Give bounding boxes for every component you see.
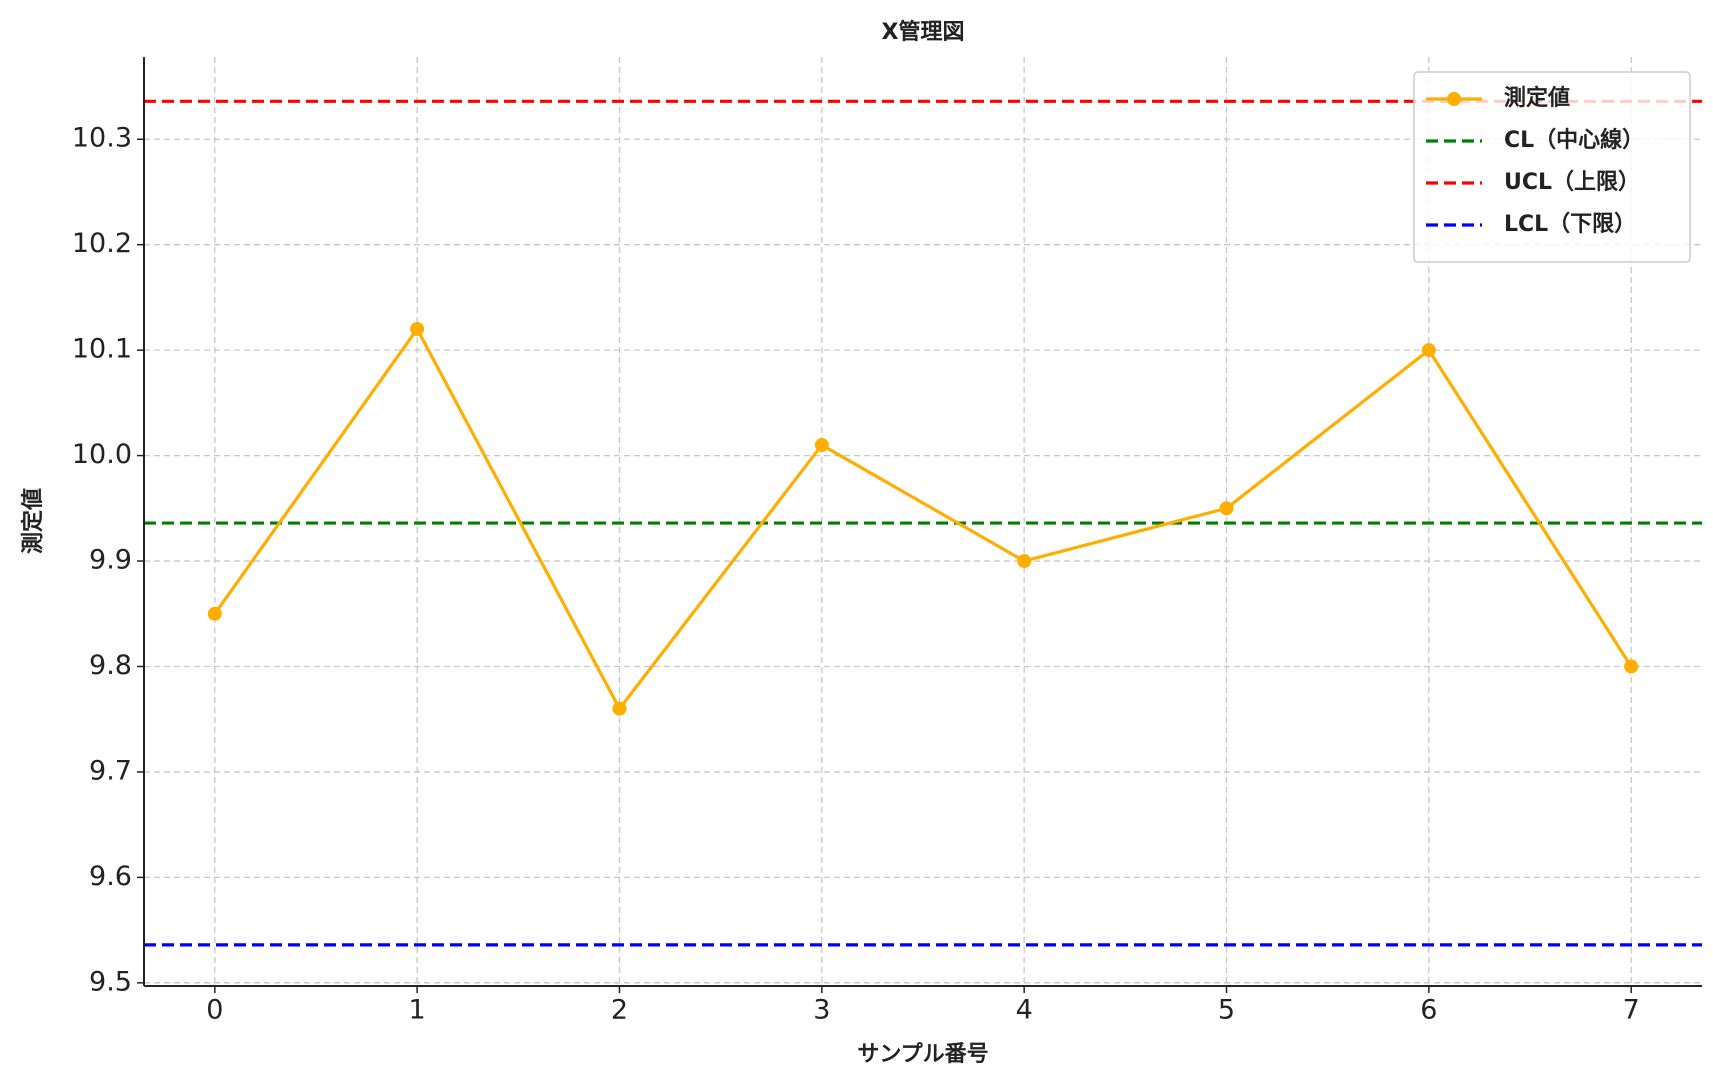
data-point [1219,501,1234,516]
data-point [1624,659,1639,674]
x-tick-label: 3 [813,995,830,1026]
legend-label: UCL（上限） [1504,170,1640,195]
y-tick-label: 10.0 [72,439,132,470]
chart-title: X管理図 [882,19,965,45]
legend-marker [1447,92,1461,106]
legend-label: LCL（下限） [1504,212,1636,237]
data-point [612,701,627,716]
x-axis-label: サンプル番号 [857,1042,988,1067]
data-point [1017,554,1032,569]
y-tick-label: 9.5 [89,966,132,997]
y-tick-label: 9.6 [89,861,132,892]
data-line [213,326,1633,712]
y-tick-label: 10.2 [72,228,132,259]
x-tick-label: 0 [206,995,223,1026]
data-point [814,438,829,453]
legend: 測定値 CL（中心線） UCL（上限） LCL（下限） [1413,71,1691,263]
legend-box [1413,71,1691,263]
data-point [1421,343,1436,358]
y-tick-label: 9.7 [89,755,132,786]
y-tick-label: 10.1 [72,334,132,365]
x-tick-label: 6 [1420,995,1437,1026]
y-tick-label: 9.9 [89,545,132,576]
legend-label: CL（中心線） [1504,127,1644,153]
y-axis-label: 測定値 [20,488,46,554]
x-tick-label: 5 [1218,995,1235,1026]
x-tick-label: 2 [611,995,628,1026]
data-point [207,606,222,621]
legend-label: 測定値 [1504,85,1570,111]
x-tick-label: 1 [409,995,426,1026]
data-point [410,322,425,337]
y-tick-label: 10.3 [72,123,132,154]
y-tick-label: 9.8 [89,650,132,681]
x-tick-label: 4 [1016,995,1033,1026]
x-tick-label: 7 [1623,995,1640,1026]
